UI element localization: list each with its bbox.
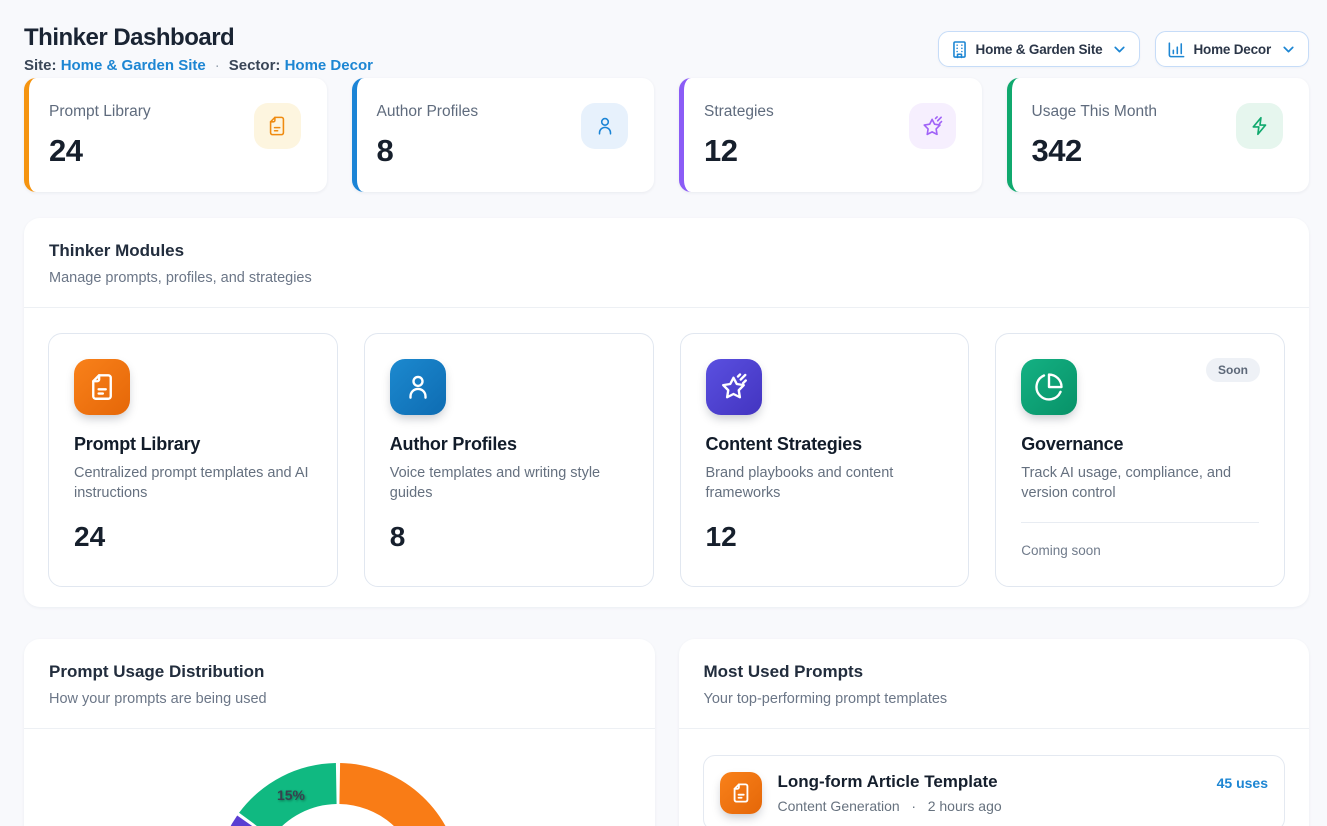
svg-text:15%: 15% [277,787,306,803]
